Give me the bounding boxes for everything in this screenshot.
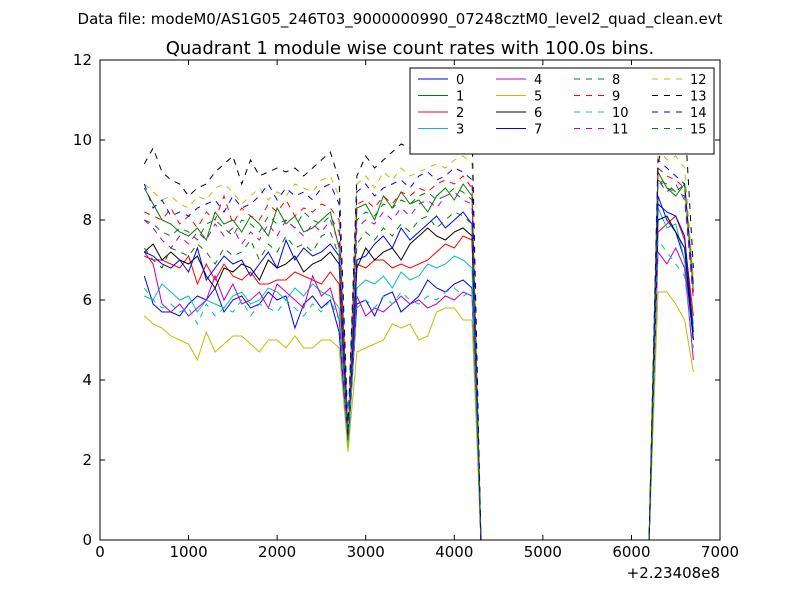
y-tick-label: 4 [82,371,92,389]
series-line-8 [144,179,694,540]
y-tick-label: 10 [73,131,92,149]
x-tick-label: 5000 [524,543,562,561]
legend-label-12: 12 [690,73,707,88]
series-line-11 [143,178,694,540]
x-tick-label: 1000 [169,543,207,561]
legend-label-2: 2 [456,106,464,121]
figure-suptitle: Data file: modeM0/AS1G05_246T03_90000009… [78,10,723,29]
x-offset-label: +2.23408e8 [627,564,720,582]
legend-label-10: 10 [612,106,629,121]
series-line-0 [143,195,694,540]
series-line-13 [143,114,694,540]
series-line-5 [143,291,694,540]
series-line-10 [143,238,694,540]
legend-label-7: 7 [534,123,542,138]
x-tick-label: 0 [95,543,105,561]
series-line-1 [143,170,694,540]
x-tick-label: 4000 [435,543,473,561]
y-tick-label: 0 [82,531,92,549]
x-tick-label: 3000 [347,543,385,561]
series-line-6 [143,215,694,540]
y-tick-label: 8 [82,211,92,229]
legend-label-5: 5 [534,90,542,105]
series-line-15 [143,178,694,540]
series-line-9 [144,166,694,540]
y-tick-label: 6 [82,291,92,309]
legend-label-15: 15 [690,123,707,138]
series-line-3 [144,207,694,540]
legend-label-9: 9 [612,90,620,105]
x-axis: 0 1000 2000 3000 4000 5000 6000 7000 [95,60,739,561]
series-line-2 [144,215,694,540]
series-line-12 [143,146,694,540]
legend-label-3: 3 [456,123,464,138]
legend-label-14: 14 [690,106,707,121]
y-tick-label: 2 [82,451,92,469]
series-line-14 [143,158,694,540]
x-tick-label: 2000 [258,543,296,561]
legend-label-6: 6 [534,106,542,121]
legend-label-8: 8 [612,73,620,88]
legend-box [409,67,715,155]
series-layer [143,114,694,540]
legend-label-11: 11 [612,123,629,138]
legend-label-0: 0 [456,73,464,88]
y-tick-label: 12 [73,51,92,69]
chart-title: Quadrant 1 module wise count rates with … [166,38,655,59]
legend-label-13: 13 [690,90,707,105]
x-tick-label: 7000 [701,543,739,561]
x-tick-label: 6000 [612,543,650,561]
series-line-7 [144,202,694,540]
legend-label-4: 4 [534,73,542,88]
legend-label-1: 1 [456,90,464,105]
series-line-4 [143,246,694,540]
